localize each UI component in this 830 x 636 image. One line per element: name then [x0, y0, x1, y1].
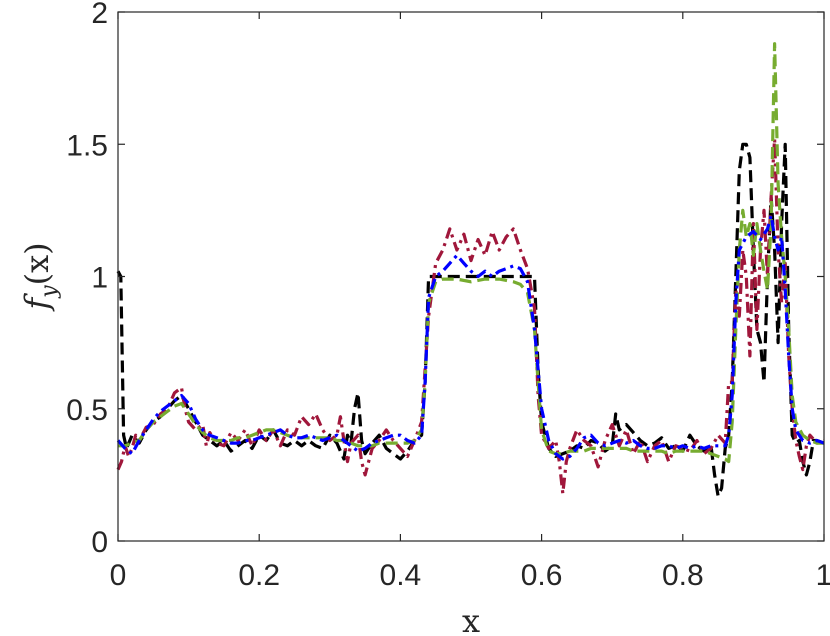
- y-tick-label-3: 1.5: [66, 129, 108, 162]
- x-tick-label-3: 0.6: [521, 559, 563, 592]
- tick-labels-layer: 0 0.2 0.4 0.6 0.8 1 0 0.5 1 1.5 2: [66, 0, 830, 592]
- y-axis-label-arg: (x): [18, 242, 56, 285]
- y-tick-label-2: 1: [91, 262, 108, 295]
- series-line-2: [116, 137, 825, 495]
- x-axis-label: x: [462, 602, 480, 636]
- y-tick-label-1: 0.5: [66, 394, 108, 427]
- series-line-4: [116, 214, 825, 461]
- y-tick-label-4: 2: [91, 0, 108, 30]
- series-line-3: [118, 42, 824, 464]
- ticks-layer: [117, 11, 825, 542]
- x-tick-label-2: 0.4: [380, 559, 422, 592]
- x-tick-label-0: 0: [110, 559, 127, 592]
- series-layer: [116, 42, 825, 498]
- y-axis-label-sub: y: [37, 285, 62, 299]
- y-tick-label-0: 0: [91, 526, 108, 559]
- x-tick-label-1: 0.2: [238, 559, 280, 592]
- x-tick-label-5: 1: [816, 559, 830, 592]
- x-tick-label-4: 0.8: [662, 559, 704, 592]
- y-axis-label: fy(x): [18, 242, 62, 311]
